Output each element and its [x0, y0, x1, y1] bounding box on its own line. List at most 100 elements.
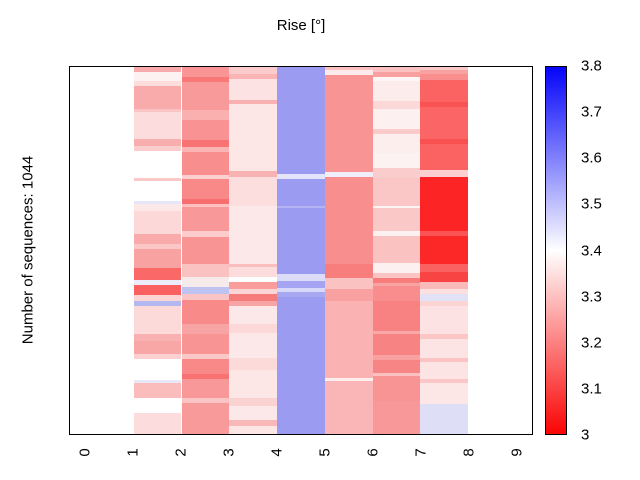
heatmap-stripe: [420, 70, 469, 75]
x-tick-label-2: 2: [172, 448, 190, 457]
x-axis-tick-labels: 0 1 2 3 4 5 6 7 8 9: [69, 435, 533, 475]
heatmap-stripe: [372, 236, 421, 264]
heatmap-stripe: [420, 289, 469, 295]
heatmap-stripe: [133, 279, 182, 285]
heatmap-stripe: [229, 267, 278, 278]
heatmap-stripe: [229, 305, 278, 325]
x-tick-label-7: 7: [412, 448, 430, 457]
heatmap-stripe: [372, 376, 421, 402]
y-axis-label: Number of sequences: 1044: [19, 155, 37, 345]
heatmap-stripe: [133, 249, 182, 268]
heatmap-stripe: [229, 177, 278, 206]
heatmap-stripe: [420, 176, 469, 231]
heatmap-stripe: [181, 152, 230, 176]
x-tick-label-0: 0: [76, 448, 94, 457]
heatmap-stripe: [372, 263, 421, 273]
heatmap-stripe: [324, 177, 373, 265]
heatmap-stripe: [277, 178, 325, 206]
colorbar-tick-labels: 3.8 3.7 3.6 3.5 3.4 3.3 3.2 3.1 3: [581, 58, 631, 444]
heatmap-stripe: [181, 293, 230, 301]
heatmap-column-2: [181, 67, 230, 434]
heatmap-stripe: [372, 152, 421, 168]
heatmap-stripe: [133, 109, 182, 113]
heatmap-stripe: [420, 67, 469, 71]
heatmap-stripe: [372, 272, 421, 279]
heatmap-stripe: [420, 383, 469, 405]
heatmap-stripe: [181, 277, 230, 288]
heatmap-stripe: [133, 204, 182, 211]
heatmap-stripe: [324, 70, 373, 76]
colorbar-tick-label-3.2: 3.2: [581, 334, 602, 352]
heatmap-stripe: [229, 78, 278, 101]
heatmap-stripe: [324, 301, 373, 378]
heatmap-stripe: [181, 146, 230, 152]
heatmap-stripe: [420, 144, 469, 171]
heatmap-stripe: [181, 374, 230, 380]
x-tick-label-6: 6: [364, 448, 382, 457]
heatmap-stripe: [133, 354, 182, 360]
heatmap-stripe: [420, 264, 469, 273]
heatmap-stripe: [229, 324, 278, 333]
heatmap-stripe: [181, 110, 230, 121]
heatmap-stripe: [420, 236, 469, 265]
plot-area: [69, 66, 533, 435]
heatmap-stripe: [133, 379, 182, 383]
heatmap-stripe: [372, 129, 421, 135]
heatmap-stripe: [229, 205, 278, 265]
heatmap-stripe: [181, 207, 230, 231]
x-tick-label-5: 5: [316, 448, 334, 457]
heatmap-stripe: [277, 274, 325, 281]
heatmap-stripe: [229, 289, 278, 295]
heatmap-stripe: [372, 134, 421, 153]
heatmap-stripe: [372, 334, 421, 355]
heatmap-stripe: [181, 204, 230, 208]
heatmap-stripe: [324, 381, 373, 434]
heatmap-stripe: [133, 334, 182, 342]
heatmap-stripe: [372, 359, 421, 373]
heatmap-stripe: [420, 404, 469, 434]
heatmap-column-7: [420, 67, 469, 434]
heatmap-stripe: [420, 334, 469, 340]
heatmap-stripe: [420, 357, 469, 362]
heatmap-stripe: [420, 361, 469, 380]
heatmap-stripe: [181, 323, 230, 334]
heatmap-stripe: [372, 80, 421, 101]
heatmap-stripe: [133, 359, 182, 380]
heatmap-stripe: [277, 297, 325, 434]
heatmap-stripe: [181, 237, 230, 265]
heatmap-stripe: [133, 341, 182, 355]
heatmap-stripe: [420, 294, 469, 301]
colorbar-tick-label-3.7: 3.7: [581, 103, 602, 121]
heatmap-stripe: [181, 287, 230, 294]
heatmap-stripe: [133, 139, 182, 146]
heatmap-stripe: [133, 234, 182, 245]
heatmap-stripe: [420, 138, 469, 145]
heatmap-stripe: [420, 170, 469, 177]
x-tick-label-3: 3: [220, 448, 238, 457]
heatmap-stripe: [229, 73, 278, 79]
heatmap-stripe: [277, 291, 325, 298]
heatmap-stripe: [133, 397, 182, 413]
heatmap-stripe: [133, 294, 182, 302]
colorbar-tick-label-3.1: 3.1: [581, 380, 602, 398]
heatmap-stripe: [372, 177, 421, 206]
heatmap-stripe: [181, 402, 230, 434]
heatmap-stripe: [229, 397, 278, 407]
heatmap-stripe: [324, 67, 373, 71]
heatmap-stripe: [133, 210, 182, 235]
heatmap-stripe: [372, 67, 421, 73]
heatmap-stripe: [181, 264, 230, 278]
heatmap-stripe: [133, 306, 182, 335]
heatmap-stripe: [133, 267, 182, 280]
heatmap-stripe: [133, 72, 182, 81]
colorbar-tick-label-3.6: 3.6: [581, 149, 602, 167]
heatmap-stripe: [133, 177, 182, 181]
heatmap-stripe: [372, 282, 421, 287]
heatmap-stripe: [133, 145, 182, 151]
heatmap-stripe: [229, 67, 278, 74]
heatmap-stripe: [181, 300, 230, 324]
heatmap-stripe: [133, 112, 182, 140]
heatmap-stripe: [229, 282, 278, 290]
x-tick-label-8: 8: [460, 448, 478, 457]
